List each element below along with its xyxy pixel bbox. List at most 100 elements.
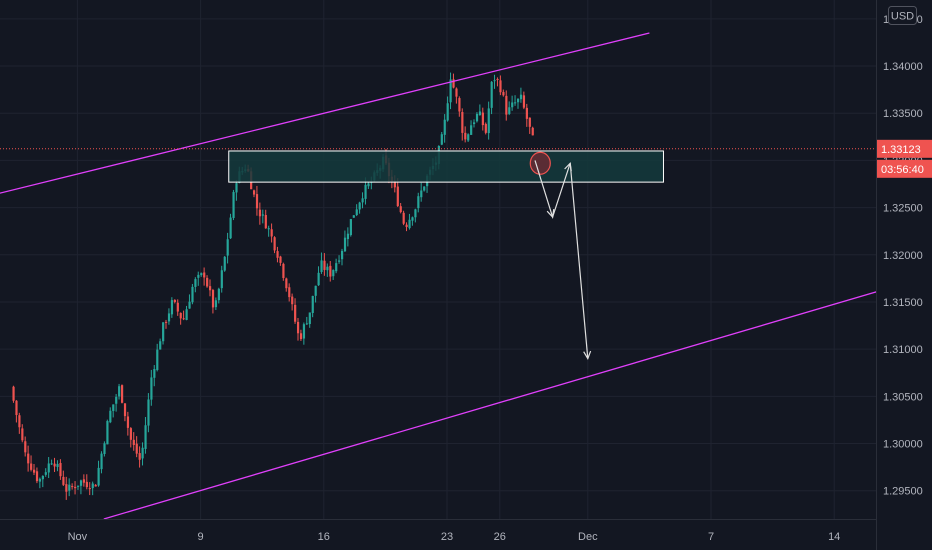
candle-body: [123, 403, 127, 417]
candle-body: [393, 181, 396, 188]
candle-body: [361, 198, 364, 203]
candle-body: [150, 377, 153, 400]
candle-body: [74, 486, 77, 489]
price-tick-label: 1.31500: [883, 297, 923, 309]
candle-body: [308, 312, 311, 324]
candle-body: [423, 186, 426, 191]
candle-body: [126, 416, 130, 428]
price-tick-label: 1.32500: [883, 203, 923, 215]
candle-body: [197, 274, 200, 278]
candle-body: [279, 256, 282, 263]
candle-body: [440, 134, 443, 145]
candle-body: [508, 107, 511, 114]
candle-body: [305, 323, 308, 325]
candle-body: [179, 312, 182, 319]
candle-body: [200, 273, 203, 276]
projection-arrow: [569, 163, 589, 359]
time-tick-label: Dec: [578, 531, 598, 543]
candle-body: [270, 229, 273, 237]
price-tick-label: 1.29500: [883, 486, 923, 498]
candle-body: [443, 119, 446, 135]
current-price-badge: [877, 139, 932, 158]
candle-body: [206, 277, 209, 287]
candle-body: [30, 463, 33, 470]
candle-body: [109, 410, 112, 423]
candle-body: [144, 425, 147, 449]
candle-body: [273, 237, 276, 251]
candle-body: [487, 108, 490, 134]
candle-body: [525, 107, 528, 119]
candle-body: [76, 485, 80, 487]
candle-body: [185, 309, 188, 320]
candle-body: [41, 475, 44, 480]
candle-body: [115, 396, 118, 404]
price-axis[interactable]: 1.345001.340001.335001.330001.325001.320…: [876, 0, 932, 550]
candle-body: [159, 341, 162, 350]
candle-body: [291, 296, 294, 305]
candle-body: [399, 206, 402, 213]
candle-body: [164, 321, 168, 323]
candle-body: [97, 467, 100, 486]
candle-body: [235, 183, 238, 193]
candle-body: [214, 300, 218, 308]
candle-body: [208, 286, 212, 291]
candle-body: [332, 270, 335, 277]
candle-body: [18, 415, 21, 428]
candle-body: [522, 95, 526, 108]
candle-body: [323, 260, 326, 270]
candle-body: [167, 313, 171, 322]
zone-layer: [228, 150, 664, 183]
candle-body: [226, 239, 229, 256]
candle-body: [514, 102, 517, 104]
candle-body: [343, 237, 347, 252]
candle-body: [294, 304, 297, 322]
price-tick-label: 1.30000: [883, 439, 923, 451]
candle-body: [24, 441, 27, 453]
candle-body: [211, 290, 215, 308]
candle-body: [402, 212, 405, 224]
candle-body: [44, 472, 47, 475]
candle-body: [531, 127, 534, 136]
candle-body: [94, 484, 97, 487]
candle-body: [88, 488, 91, 490]
candle-body: [53, 463, 56, 467]
candle-body: [56, 463, 59, 467]
countdown-badge: [877, 159, 932, 178]
candle-body: [141, 447, 144, 459]
price-axis-background: [876, 0, 932, 550]
candle-body: [182, 318, 185, 320]
candle-body: [191, 286, 194, 303]
time-tick-label: 16: [318, 531, 330, 543]
candle-body: [326, 266, 329, 271]
candle-body: [329, 265, 332, 277]
candle-body: [288, 287, 291, 298]
candle-body: [267, 228, 270, 230]
candle-body: [173, 299, 176, 303]
candle-body: [12, 386, 15, 401]
candle-body: [35, 471, 39, 482]
candle-body: [472, 122, 476, 125]
candle-body: [100, 453, 103, 470]
time-axis[interactable]: Nov 9 16 23 26 Dec 7 14: [0, 519, 876, 544]
candle-body: [452, 79, 455, 88]
candle-body: [461, 112, 464, 133]
candle-body: [505, 95, 508, 115]
candle-body: [405, 224, 408, 227]
candle-body: [59, 462, 62, 477]
candle-body: [106, 421, 109, 445]
time-tick-label: 9: [198, 531, 204, 543]
candle-body: [229, 217, 232, 239]
candle-body: [129, 428, 132, 440]
candle-body: [484, 123, 487, 133]
candle-body: [118, 386, 121, 397]
price-tick-label: 1.30500: [883, 391, 923, 403]
candle-body: [502, 92, 505, 96]
candle-body: [50, 463, 53, 465]
candle-body: [252, 190, 256, 195]
candle-body: [320, 260, 323, 272]
candle-body: [156, 349, 159, 370]
time-tick-label: Nov: [68, 531, 88, 543]
candle-body: [147, 399, 150, 426]
